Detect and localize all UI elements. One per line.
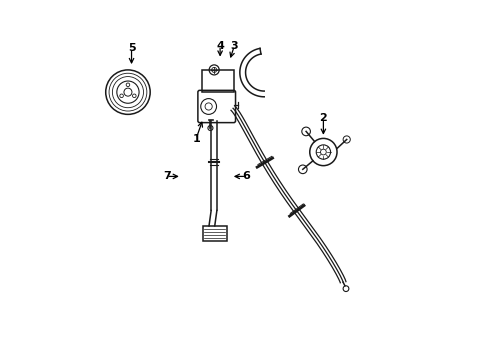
Text: 2: 2 (319, 113, 326, 123)
Text: 6: 6 (242, 171, 250, 181)
Bar (202, 70, 233, 92)
Bar (203, 226, 226, 241)
Text: 5: 5 (127, 43, 135, 53)
Text: 3: 3 (230, 41, 238, 50)
Text: 7: 7 (163, 171, 170, 181)
Text: 1: 1 (192, 134, 200, 144)
Text: 4: 4 (216, 41, 224, 50)
